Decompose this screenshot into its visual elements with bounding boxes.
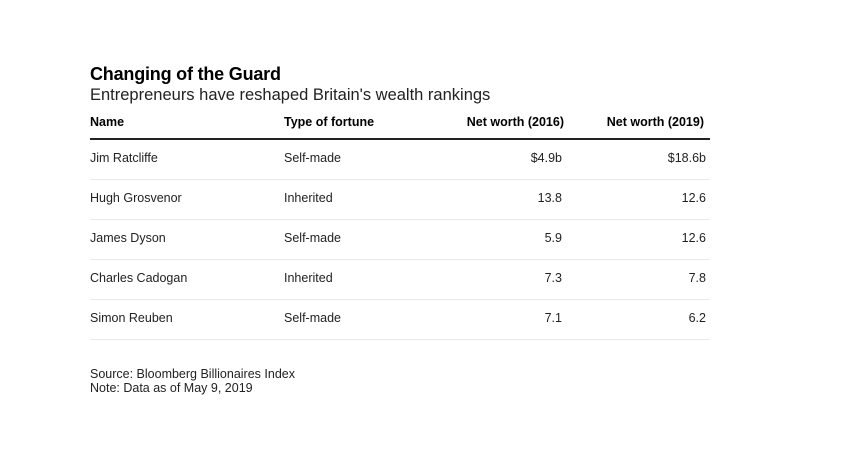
column-header-name: Name (90, 115, 125, 129)
source-note: Source: Bloomberg Billionaires Index (90, 367, 295, 381)
name-cell: James Dyson (90, 231, 166, 245)
net-worth-2019-cell: $18.6b (667, 151, 706, 165)
data-date-note: Note: Data as of May 9, 2019 (90, 381, 253, 395)
name-cell: Jim Ratcliffe (90, 151, 158, 165)
table-row: Charles Cadogan Inherited 7.3 7.8 (90, 260, 710, 300)
column-header-type-of-fortune: Type of fortune (284, 115, 375, 129)
table-row: Simon Reuben Self-made 7.1 6.2 (90, 300, 710, 340)
wealth-table: Name Type of fortune Net worth (2016) Ne… (90, 112, 710, 340)
net-worth-2016-cell: 7.3 (544, 271, 562, 285)
table-row: James Dyson Self-made 5.9 12.6 (90, 220, 710, 260)
net-worth-2016-cell: 5.9 (544, 231, 562, 245)
name-cell: Charles Cadogan (90, 271, 188, 285)
net-worth-2019-cell: 12.6 (681, 191, 706, 205)
table-title: Changing of the Guard (90, 64, 281, 84)
net-worth-2019-cell: 12.6 (681, 231, 706, 245)
name-cell: Simon Reuben (90, 311, 173, 325)
type-of-fortune-cell: Self-made (284, 311, 341, 325)
table-subtitle: Entrepreneurs have reshaped Britain's we… (90, 86, 491, 104)
net-worth-2016-cell: 13.8 (537, 191, 562, 205)
type-of-fortune-cell: Inherited (284, 191, 333, 205)
type-of-fortune-cell: Inherited (284, 271, 333, 285)
type-of-fortune-cell: Self-made (284, 151, 341, 165)
net-worth-2016-cell: 7.1 (544, 311, 562, 325)
net-worth-2016-cell: $4.9b (530, 151, 562, 165)
net-worth-2019-cell: 6.2 (688, 311, 706, 325)
net-worth-2019-cell: 7.8 (688, 271, 706, 285)
type-of-fortune-cell: Self-made (284, 231, 341, 245)
column-header-net-worth-2016: Net worth (2016) (466, 115, 564, 129)
table-footer: Source: Bloomberg Billionaires Index Not… (90, 367, 295, 395)
name-cell: Hugh Grosvenor (90, 191, 182, 205)
table-header-row: Name Type of fortune Net worth (2016) Ne… (90, 112, 710, 140)
column-header-net-worth-2019: Net worth (2019) (606, 115, 704, 129)
table-row: Jim Ratcliffe Self-made $4.9b $18.6b (90, 140, 710, 180)
table-row: Hugh Grosvenor Inherited 13.8 12.6 (90, 180, 710, 220)
